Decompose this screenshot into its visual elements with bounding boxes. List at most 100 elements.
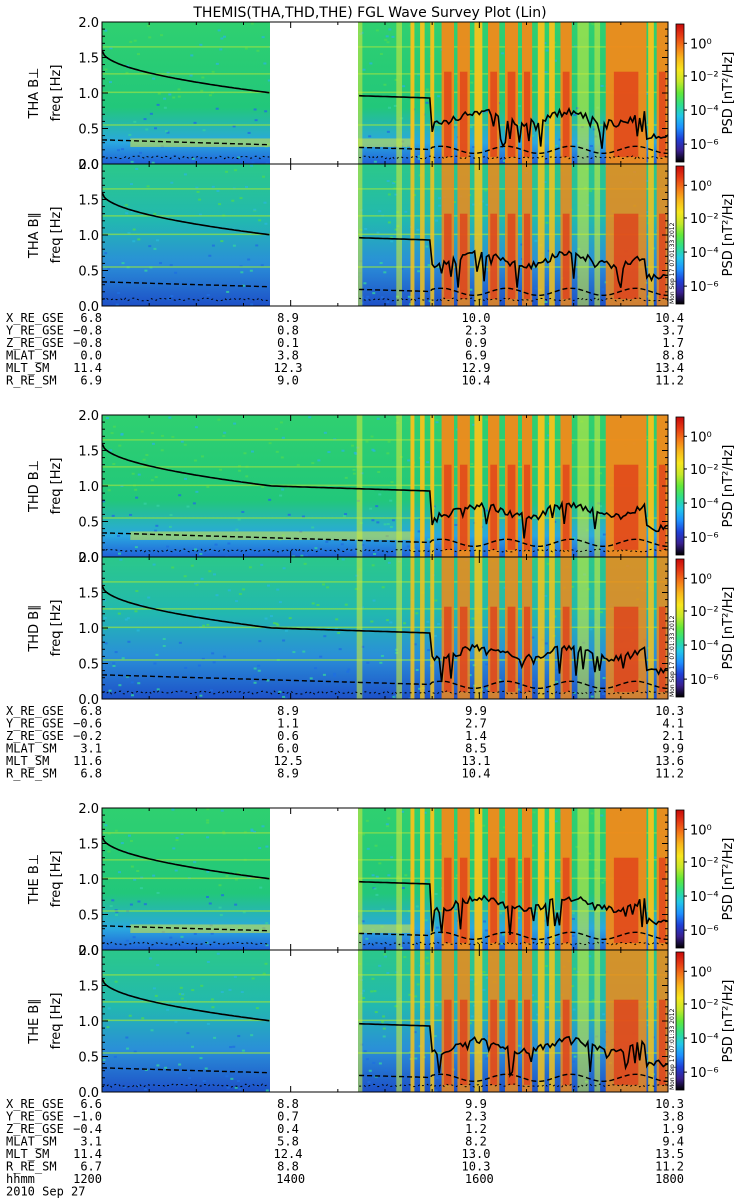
ephemeris-value: −1.0 (73, 1110, 102, 1124)
colorbar-tick-label: 10⁻⁴ (690, 104, 719, 119)
ephemeris-value: 12.3 (274, 361, 303, 375)
x-tick-label: 1800 (655, 1172, 684, 1186)
ephemeris-value: −0.4 (73, 1122, 102, 1136)
colorbar-label: PSD [nT²/Hz] (721, 838, 736, 921)
panel-label: THA B⊥ (27, 68, 42, 120)
wave-activity-band (420, 950, 425, 1092)
ephemeris-value: 10.3 (462, 1160, 491, 1174)
data-gap (270, 22, 358, 164)
ephemeris-label: X_RE_GSE (6, 704, 64, 718)
ephemeris-value: 0.1 (277, 336, 299, 350)
ephemeris-label: R_RE_SM (6, 1160, 57, 1174)
wave-activity-band (648, 164, 654, 306)
wave-activity-band (549, 557, 555, 699)
colorbar-label: PSD [nT²/Hz] (721, 980, 736, 1063)
wave-activity-band (410, 415, 415, 557)
y-tick-label: 0.0 (78, 551, 99, 566)
y-tick-label: 1.5 (78, 445, 99, 460)
ephemeris-value: 8.9 (277, 704, 299, 718)
colorbar-tick-label: 10⁻⁴ (690, 497, 719, 512)
wave-activity-band (474, 22, 483, 164)
ephemeris-value: 13.6 (655, 754, 684, 768)
panel-label: THD B⊥ (27, 460, 42, 513)
figure-title: THEMIS(THA,THD,THE) FGL Wave Survey Plot… (192, 5, 546, 21)
spectrogram-image (102, 950, 668, 1092)
y-tick-label: 1.0 (78, 873, 99, 888)
ephemeris-value: 9.9 (465, 704, 487, 718)
data-gap (270, 164, 358, 306)
f-he-line (102, 674, 668, 689)
ephemeris-value: 9.0 (277, 374, 299, 388)
ephemeris-label: MLAT_SM (6, 349, 57, 363)
ephemeris-value: 11.2 (655, 374, 684, 388)
colorbar-tick-label: 10⁻⁴ (690, 639, 719, 654)
wave-activity-band (648, 557, 654, 699)
ephemeris-value: 9.4 (662, 1135, 684, 1149)
ephemeris-value: 6.8 (80, 311, 102, 325)
y-tick-label: 0.0 (78, 693, 99, 708)
panels-layer: 0.0 0.5 1.0 1.5 2.0 THA B⊥ freq [Hz] 10⁰ 10⁻² 10⁻… (27, 16, 736, 1101)
f-he-line (102, 139, 668, 154)
y-tick-label: 0.5 (78, 265, 99, 280)
colorbar-label: PSD [nT²/Hz] (721, 52, 736, 135)
ephemeris-value: 5.8 (277, 1135, 299, 1149)
wave-activity-band (410, 950, 415, 1092)
f-he-line (102, 1067, 668, 1082)
colorbar-tick-label: 10⁰ (690, 430, 712, 445)
ephemeris-label: MLT_SM (6, 1147, 49, 1161)
wave-activity-band (420, 22, 425, 164)
ephemeris-value: −0.8 (73, 324, 102, 338)
spectrogram-panel: 0.0 0.5 1.0 1.5 2.0 THD B⊥ freq [Hz] 10⁰ 10⁻² 10⁻… (27, 409, 736, 566)
wave-activity-band (430, 164, 435, 306)
ephemeris-label: R_RE_SM (6, 767, 57, 781)
data-gap (270, 808, 358, 950)
colorbar-tick-label: 10⁻² (690, 856, 719, 871)
generation-stamp: Mon Sep 17 07:01:33 2012 (669, 1008, 676, 1090)
panel-label: THE B⊥ (27, 854, 42, 905)
ephemeris-value: 9.9 (465, 1097, 487, 1111)
wave-activity-band (410, 22, 415, 164)
ephemeris-layer: X_RE_GSE 6.8 8.9 10.0 10.4 Y_RE_GSE −0.8 0.8 2.3… (6, 311, 684, 1199)
ephemeris-value: 6.8 (80, 767, 102, 781)
ephemeris-value: 12.5 (274, 754, 303, 768)
ephemeris-value: 1.1 (277, 717, 299, 731)
x-tick-label: 1600 (465, 1172, 494, 1186)
ephemeris-value: −0.6 (73, 717, 102, 731)
colorbar-tick-label: 10⁻² (690, 70, 719, 85)
colorbar-tick-label: 10⁰ (690, 965, 712, 980)
ephemeris-value: 1.9 (662, 1122, 684, 1136)
f-ci-line (102, 836, 668, 935)
f-o-line (102, 941, 668, 946)
ephemeris-value: 3.7 (662, 324, 684, 338)
spectrogram-image (102, 22, 668, 164)
wave-activity-band (537, 557, 545, 699)
ephemeris-value: 0.7 (277, 1110, 299, 1124)
f-ci-line (102, 50, 668, 149)
ephemeris-value: 6.9 (465, 349, 487, 363)
f-he-line (102, 532, 668, 547)
y-tick-label: 0.5 (78, 123, 99, 138)
wave-activity-band (474, 415, 483, 557)
wave-activity-band (420, 808, 425, 950)
ephemeris-value: 8.8 (662, 349, 684, 363)
ephemeris-value: 10.4 (462, 767, 491, 781)
wave-activity-band (549, 164, 555, 306)
ephemeris-value: −0.8 (73, 336, 102, 350)
colorbar-tick-label: 10⁻⁶ (690, 673, 719, 688)
ephemeris-label: Y_RE_GSE (6, 1110, 64, 1124)
ephemeris-label: X_RE_GSE (6, 1097, 64, 1111)
wave-activity-band (410, 808, 415, 950)
y-tick-label: 0.5 (78, 1051, 99, 1066)
wave-activity-band (537, 164, 545, 306)
colorbar-tick-label: 10⁻⁶ (690, 531, 719, 546)
y-tick-label: 1.0 (78, 1015, 99, 1030)
ephemeris-value: 11.6 (73, 754, 102, 768)
y-tick-label: 1.0 (78, 87, 99, 102)
colorbar-tick-label: 10⁰ (690, 823, 712, 838)
colorbar-tick-label: 10⁰ (690, 572, 712, 587)
y-axis-label: freq [Hz] (49, 851, 64, 908)
colorbar-tick-label: 10⁰ (690, 37, 712, 52)
ephemeris-value: 6.8 (80, 704, 102, 718)
wave-activity-band (537, 415, 545, 557)
